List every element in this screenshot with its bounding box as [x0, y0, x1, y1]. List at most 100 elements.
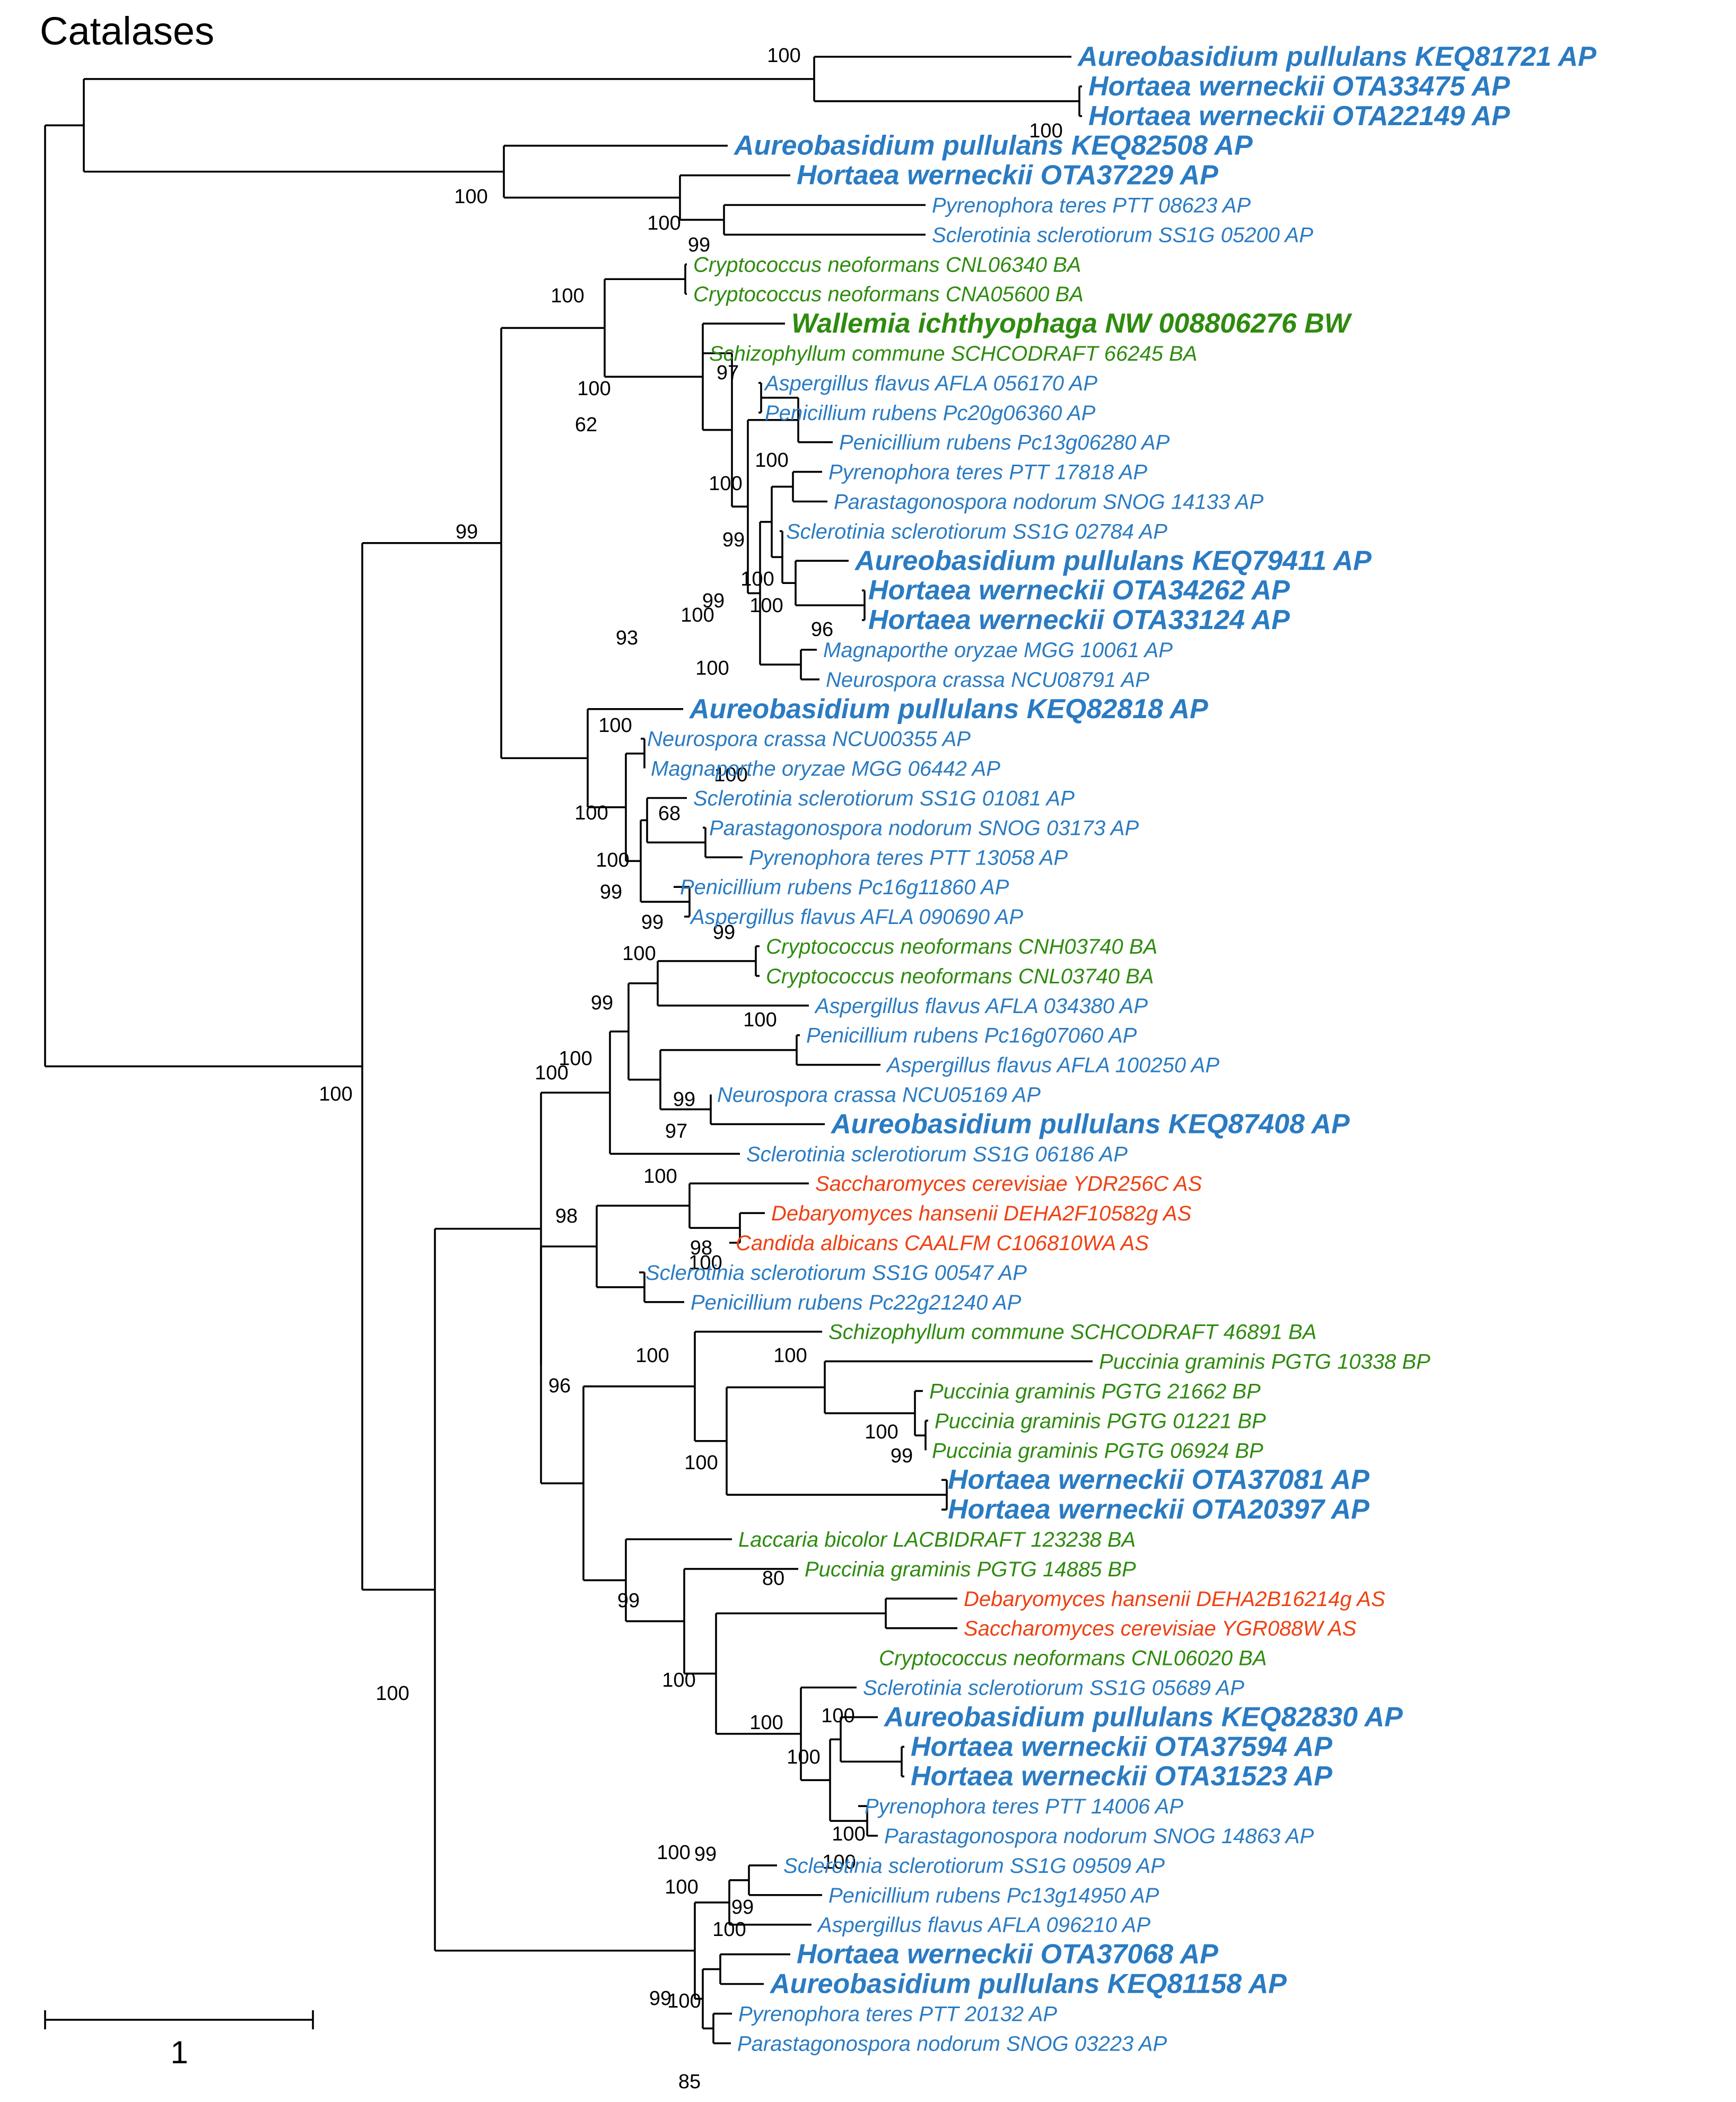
- taxon-label: Aureobasidium pullulans KEQ87408 AP: [830, 1109, 1350, 1139]
- taxon-label: Debaryomyces hansenii DEHA2F10582g AS: [771, 1202, 1192, 1225]
- support-value: 99: [702, 590, 725, 612]
- taxon-label: Candida albicans CAALFM C106810WA AS: [736, 1232, 1149, 1255]
- taxon-label: Puccinia graminis PGTG 06924 BP: [932, 1439, 1263, 1462]
- support-value: 100: [643, 1165, 677, 1188]
- support-value: 99: [731, 1896, 754, 1918]
- taxon-label: Puccinia graminis PGTG 14885 BP: [805, 1558, 1136, 1581]
- support-value: 99: [673, 1088, 695, 1111]
- taxon-label: Hortaea werneckii OTA37081 AP: [948, 1464, 1369, 1495]
- support-value: 100: [535, 1062, 568, 1084]
- support-value: 100: [665, 1876, 698, 1898]
- support-value: 68: [658, 803, 681, 825]
- taxon-label: Aspergillus flavus AFLA 090690 AP: [690, 905, 1023, 929]
- taxon-label: Parastagonospora nodorum SNOG 03173 AP: [709, 816, 1139, 840]
- taxon-label: Sclerotinia sclerotiorum SS1G 01081 AP: [693, 787, 1075, 810]
- support-value: 100: [574, 802, 608, 824]
- taxon-label: Aureobasidium pullulans KEQ82508 AP: [733, 130, 1253, 161]
- support-value: 100: [667, 1990, 701, 2012]
- support-values: 1001001009997100100961001001001001006899…: [319, 45, 1062, 2093]
- taxon-label: Debaryomyces hansenii DEHA2B16214g AS: [964, 1588, 1385, 1611]
- support-value: 100: [376, 1682, 409, 1705]
- support-value: 100: [755, 449, 788, 472]
- taxon-label: Pyrenophora teres PTT 14006 AP: [865, 1795, 1183, 1818]
- support-value: 100: [657, 1842, 690, 1864]
- taxon-label: Hortaea werneckii OTA22149 AP: [1088, 101, 1510, 132]
- support-value: 96: [548, 1375, 571, 1397]
- taxon-label: Penicillium rubens Pc22g21240 AP: [691, 1291, 1022, 1314]
- support-value: 100: [647, 212, 681, 234]
- support-value: 99: [456, 521, 478, 543]
- support-value: 99: [688, 234, 710, 256]
- support-value: 96: [811, 618, 833, 641]
- taxon-label: Cryptococcus neoformans CNL06340 BA: [693, 253, 1081, 276]
- support-value: 99: [694, 1843, 717, 1865]
- support-value: 100: [454, 186, 487, 208]
- support-value: 100: [714, 764, 747, 786]
- taxon-label: Pyrenophora teres PTT 17818 AP: [828, 461, 1147, 484]
- taxon-label: Pyrenophora teres PTT 08623 AP: [932, 194, 1251, 217]
- support-value: 100: [559, 1048, 592, 1070]
- support-value: 100: [865, 1421, 898, 1443]
- support-value: 100: [740, 568, 774, 590]
- taxon-label: Cryptococcus neoformans CNA05600 BA: [693, 283, 1084, 306]
- support-value: 62: [575, 414, 597, 436]
- support-value: 99: [722, 529, 745, 551]
- taxon-label: Sclerotinia sclerotiorum SS1G 05200 AP: [932, 223, 1313, 247]
- taxon-label: Hortaea werneckii OTA20397 AP: [948, 1494, 1369, 1525]
- taxon-label: Cryptococcus neoformans CNL03740 BA: [766, 965, 1154, 988]
- taxon-label: Sclerotinia sclerotiorum SS1G 00547 AP: [645, 1261, 1027, 1285]
- taxon-label: Aureobasidium pullulans KEQ82830 AP: [883, 1702, 1403, 1732]
- taxon-label: Neurospora crassa NCU00355 AP: [647, 728, 971, 751]
- taxon-label: Hortaea werneckii OTA33475 AP: [1088, 71, 1510, 102]
- support-value: 100: [749, 595, 783, 617]
- support-value: 99: [600, 881, 622, 903]
- taxon-label: Penicillium rubens Pc13g14950 AP: [828, 1884, 1159, 1907]
- taxon-label: Sclerotinia sclerotiorum SS1G 05689 AP: [863, 1677, 1244, 1700]
- support-value: 80: [762, 1567, 784, 1590]
- support-value: 93: [616, 627, 638, 649]
- tree-title: Catalases: [40, 9, 214, 53]
- taxon-label: Parastagonospora nodorum SNOG 14133 AP: [834, 491, 1263, 514]
- taxon-label: Cryptococcus neoformans CNH03740 BA: [766, 935, 1157, 958]
- taxon-label: Aureobasidium pullulans KEQ79411 AP: [854, 545, 1372, 576]
- taxon-label: Neurospora crassa NCU05169 AP: [717, 1084, 1041, 1107]
- support-value: 100: [319, 1083, 352, 1105]
- support-value: 100: [712, 1918, 746, 1941]
- taxon-label: Schizophyllum commune SCHCODRAFT 46891 B…: [828, 1321, 1316, 1344]
- taxon-label: Puccinia graminis PGTG 21662 BP: [929, 1380, 1261, 1403]
- support-value: 100: [598, 714, 632, 737]
- taxon-label: Aureobasidium pullulans KEQ82818 AP: [688, 694, 1208, 725]
- taxon-label: Saccharomyces cerevisiae YDR256C AS: [815, 1172, 1202, 1196]
- support-value: 99: [713, 921, 735, 944]
- support-value: 85: [678, 2071, 701, 2093]
- taxon-label: Puccinia graminis PGTG 10338 BP: [1099, 1350, 1430, 1374]
- taxon-label: Hortaea werneckii OTA37229 AP: [797, 160, 1218, 191]
- scale-bar: 1: [44, 2010, 314, 2070]
- taxon-label: Pyrenophora teres PTT 20132 AP: [738, 2002, 1057, 2026]
- taxon-label: Parastagonospora nodorum SNOG 03223 AP: [737, 2032, 1167, 2055]
- support-value: 99: [617, 1590, 640, 1612]
- support-value: 98: [555, 1205, 578, 1227]
- taxon-label: Aureobasidium pullulans KEQ81158 AP: [769, 1969, 1287, 2000]
- support-value: 100: [622, 943, 656, 965]
- taxon-label: Aspergillus flavus AFLA 034380 AP: [814, 995, 1148, 1018]
- taxon-label: Penicillium rubens Pc16g11860 AP: [680, 876, 1009, 899]
- taxon-label: Wallemia ichthyophaga NW 008806276 BW: [791, 308, 1353, 339]
- taxon-label: Aspergillus flavus AFLA 056170 AP: [764, 372, 1097, 395]
- support-value: 100: [684, 1452, 718, 1474]
- support-value: 100: [662, 1669, 695, 1691]
- taxon-label: Penicillium rubens Pc20g06360 AP: [765, 402, 1096, 425]
- taxon-label: Magnaporthe oryzae MGG 10061 AP: [823, 639, 1173, 662]
- taxon-label: Hortaea werneckii OTA37068 AP: [797, 1939, 1218, 1970]
- taxon-label: Sclerotinia sclerotiorum SS1G 02784 AP: [786, 520, 1167, 543]
- support-value: 100: [681, 604, 714, 626]
- support-value: 100: [832, 1823, 865, 1845]
- support-value: 100: [1029, 120, 1062, 142]
- taxon-label: Sclerotinia sclerotiorum SS1G 09509 AP: [783, 1854, 1165, 1878]
- support-value: 100: [551, 285, 584, 307]
- support-value: 100: [749, 1712, 783, 1734]
- support-value: 100: [743, 1009, 777, 1031]
- support-value: 97: [717, 362, 739, 384]
- taxon-label: Aspergillus flavus AFLA 100250 AP: [886, 1054, 1219, 1077]
- support-value: 99: [641, 911, 664, 934]
